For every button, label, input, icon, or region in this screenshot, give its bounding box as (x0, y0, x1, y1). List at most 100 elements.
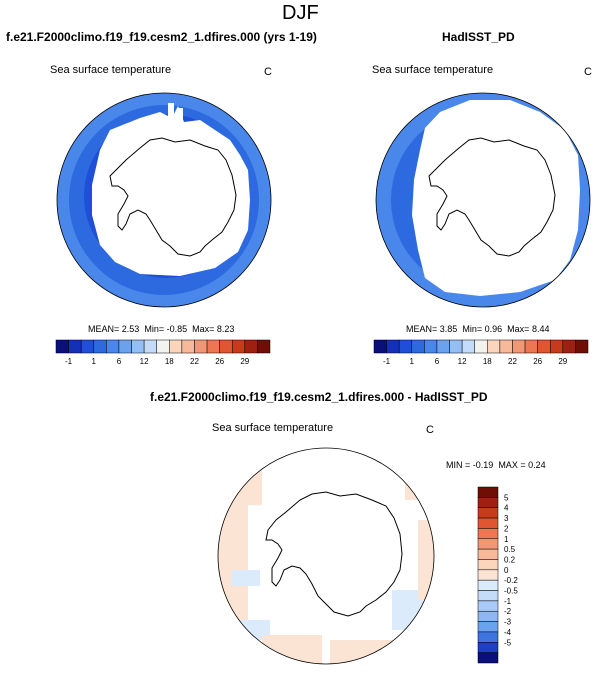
diff-max-label: MAX = (498, 460, 526, 470)
right-map-border (375, 92, 591, 308)
right-map (376, 93, 590, 307)
right-colorbar-swatch (575, 339, 589, 354)
diff-colorbar-swatch (477, 621, 499, 633)
right-colorbar-swatch (411, 339, 425, 354)
left-colorbar-swatch (257, 339, 271, 354)
left-colorbar-swatch (156, 339, 170, 354)
right-colorbar-swatch (487, 339, 501, 354)
left-colorbar-tick-label: -1 (65, 357, 73, 366)
left-colorbar-swatch (169, 339, 183, 354)
diff-map (218, 448, 434, 664)
right-colorbar-swatch (461, 339, 475, 354)
diff-positive-south-2 (330, 640, 400, 664)
left-colorbar-swatch (219, 339, 233, 354)
left-stats: MEAN= 2.53 Min= -0.85 Max= 8.23 (88, 324, 234, 334)
left-antarctica-coast (109, 137, 237, 257)
right-sea-ice (412, 100, 580, 296)
diff-colorbar-tick-label: -0.5 (504, 587, 518, 596)
right-colorbar-swatch (549, 339, 564, 354)
left-colorbar-swatch (131, 339, 145, 354)
left-colorbar-tick-label: 12 (140, 357, 149, 366)
diff-antarctica-coast (265, 491, 403, 617)
right-colorbar-tick-label: -1 (383, 357, 391, 366)
right-colorbar-swatch (386, 339, 400, 354)
diff-colorbar-swatch (477, 507, 499, 519)
diff-colorbar-tick-label: -0.2 (504, 576, 518, 585)
diff-stats: MIN = -0.19 MAX = 0.24 (446, 460, 546, 470)
left-colorbar-tick-label: 26 (215, 357, 224, 366)
left-mean-value: 2.53 (121, 324, 140, 334)
left-max-label: Max= (192, 324, 215, 334)
diff-colorbar-tick-label: 2 (504, 524, 509, 533)
diff-colorbar: 5 432 10.50.2 0-0.2 -0.5-1-2 -3-4-5 (477, 486, 518, 664)
left-colorbar-swatch (206, 339, 220, 354)
diff-colorbar-swatch (477, 600, 499, 612)
diff-colorbar-swatch (477, 590, 499, 602)
left-ice-notch-2 (178, 108, 183, 120)
right-colorbar-swatch (373, 339, 387, 354)
left-colorbar-swatch (106, 339, 120, 354)
diff-colorbar-tick-label: 3 (504, 514, 509, 523)
right-antarctica-coast (428, 137, 556, 257)
diff-min-label: MIN = (446, 460, 471, 470)
diff-colorbar-tick-label: -3 (504, 618, 512, 627)
diff-colorbar-tick-label: 5 (504, 493, 509, 502)
right-colorbar-tick-label: 1 (410, 357, 415, 366)
right-max-value: 8.44 (531, 324, 550, 334)
right-colorbar-swatch (449, 339, 463, 354)
diff-positive-east (418, 520, 434, 600)
diff-colorbar-tick-label: -5 (504, 638, 512, 647)
right-colorbar-swatch (562, 339, 576, 354)
diff-positive-northeast (405, 470, 430, 500)
left-colorbar-swatch (118, 339, 132, 354)
left-units-label: C (264, 66, 272, 78)
left-mean-label: MEAN= (88, 324, 120, 334)
diff-colorbar-swatch (477, 631, 499, 643)
diff-colorbar-tick-label: -2 (504, 607, 512, 616)
right-panel-title: HadISST_PD (442, 30, 515, 44)
left-colorbar-swatch (93, 339, 107, 354)
diff-colorbar-swatch (477, 569, 499, 581)
right-colorbar-tick-label: 22 (508, 357, 517, 366)
diff-colorbar-tick-label: -4 (504, 628, 512, 637)
diff-colorbar-swatch (477, 548, 499, 560)
right-colorbar-tick-label: 18 (483, 357, 492, 366)
right-mean-label: MEAN= (406, 324, 438, 334)
right-colorbar-swatch (524, 339, 538, 354)
diff-colorbar-swatch (477, 610, 499, 622)
left-min-label: Min= (144, 324, 165, 334)
left-colorbar-swatch (244, 339, 258, 354)
left-colorbar-tick-label: 18 (165, 357, 174, 366)
left-map (57, 93, 271, 307)
right-stats: MEAN= 3.85 Min= 0.96 Max= 8.44 (406, 324, 549, 334)
diff-colorbar-swatch (477, 642, 499, 653)
diff-colorbar-tick-label: -1 (504, 597, 512, 606)
diff-negative-west-1 (232, 570, 260, 586)
diff-colorbar-tick-label: 0.5 (504, 545, 516, 554)
left-colorbar-tick-label: 1 (92, 357, 97, 366)
diff-panel-title: f.e21.F2000climo.f19_f19.cesm2_1.dfires.… (150, 390, 488, 404)
diff-colorbar-tick-label: 1 (504, 535, 509, 544)
left-colorbar-swatch (68, 339, 82, 354)
right-colorbar-swatch (537, 339, 551, 354)
diff-colorbar-swatch (477, 497, 499, 508)
left-colorbar-swatch (143, 339, 157, 354)
left-colorbar-swatch (231, 339, 246, 354)
diff-colorbar-swatch (477, 517, 499, 529)
left-min-value: -0.85 (166, 324, 188, 334)
diff-min-value: -0.19 (472, 460, 494, 470)
diff-colorbar-swatch (477, 538, 499, 550)
right-colorbar-tick-label: 26 (533, 357, 542, 366)
diff-units-label: C (426, 424, 434, 436)
left-ice-notch-1 (168, 103, 174, 118)
right-colorbar-swatch (436, 339, 450, 354)
left-colorbar-tick-label: 29 (240, 357, 249, 366)
right-units-label: C (584, 66, 592, 78)
left-map-border (56, 92, 272, 308)
diff-map-border (217, 447, 435, 665)
diff-colorbar-tick-label: 0 (504, 566, 509, 575)
right-colorbar-tick-label: 6 (435, 357, 440, 366)
left-colorbar-tick-label: 6 (117, 357, 122, 366)
right-variable-label: Sea surface temperature (372, 64, 494, 76)
